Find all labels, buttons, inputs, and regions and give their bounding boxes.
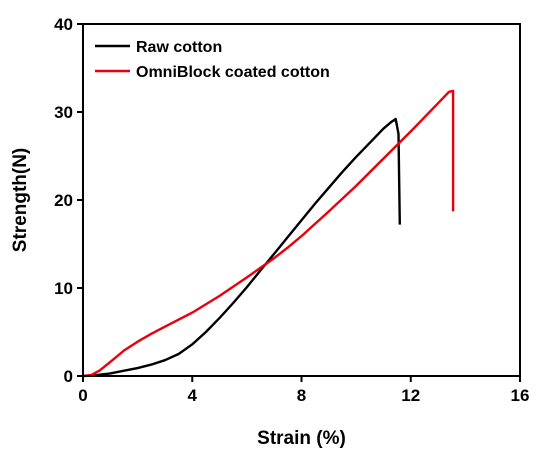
axis-ticks: 0 4 8 12 16 0 10 20 30 40	[54, 15, 529, 405]
x-tick-label: 0	[78, 386, 87, 405]
x-tick-label: 16	[511, 386, 530, 405]
x-tick-label: 4	[188, 386, 198, 405]
x-tick-label: 12	[401, 386, 420, 405]
series-line-2	[82, 89, 455, 378]
y-axis-title: Strength(N)	[10, 148, 31, 252]
y-tick-label: 10	[54, 279, 73, 298]
y-tick-label: 20	[54, 191, 73, 210]
y-tick-label: 0	[64, 367, 73, 386]
y-tick-label: 40	[54, 15, 73, 34]
legend-label: OmniBlock coated cotton	[136, 64, 330, 81]
plot-layer	[82, 89, 455, 378]
x-tick-label: 8	[297, 386, 306, 405]
y-tick-label: 30	[54, 103, 73, 122]
x-axis-title: Strain (%)	[257, 428, 346, 449]
series-line-1	[82, 117, 401, 378]
legend-label: Raw cotton	[136, 39, 222, 56]
legend: Raw cotton OmniBlock coated cotton	[95, 39, 330, 81]
